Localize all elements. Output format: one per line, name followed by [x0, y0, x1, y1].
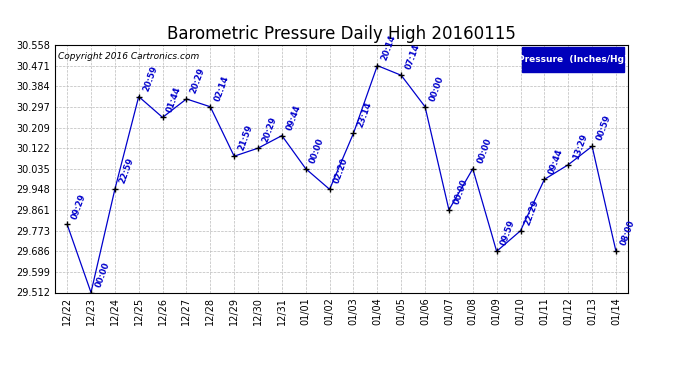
Text: 00:00: 00:00: [452, 178, 469, 206]
Text: 09:59: 09:59: [500, 219, 517, 247]
Text: 09:44: 09:44: [547, 147, 564, 175]
Text: 02:14: 02:14: [213, 74, 230, 103]
Text: Pressure  (Inches/Hg): Pressure (Inches/Hg): [518, 56, 628, 64]
Text: 01:44: 01:44: [166, 85, 183, 113]
Title: Barometric Pressure Daily High 20160115: Barometric Pressure Daily High 20160115: [167, 26, 516, 44]
Text: 23:14: 23:14: [356, 101, 374, 129]
Text: 21:59: 21:59: [237, 124, 255, 152]
Text: 20:29: 20:29: [261, 116, 278, 144]
Text: 20:14: 20:14: [380, 33, 397, 62]
Text: 00:59: 00:59: [595, 114, 613, 142]
Text: 00:00: 00:00: [428, 75, 445, 103]
Text: 09:29: 09:29: [70, 192, 88, 220]
Text: 09:44: 09:44: [285, 104, 302, 132]
Text: 00:00: 00:00: [308, 137, 326, 165]
Text: 22:29: 22:29: [523, 198, 541, 226]
Text: 20:59: 20:59: [141, 64, 159, 92]
Text: 13:29: 13:29: [571, 132, 589, 160]
Text: Copyright 2016 Cartronics.com: Copyright 2016 Cartronics.com: [58, 53, 199, 62]
Text: 22:59: 22:59: [117, 157, 135, 185]
Text: 02:20: 02:20: [333, 157, 350, 185]
Bar: [522, 48, 624, 72]
Text: 20:29: 20:29: [189, 67, 207, 95]
Text: 00:00: 00:00: [475, 137, 493, 165]
Text: 08:00: 08:00: [619, 219, 636, 247]
Text: 00:00: 00:00: [94, 261, 111, 288]
Text: 07:14: 07:14: [404, 43, 422, 71]
